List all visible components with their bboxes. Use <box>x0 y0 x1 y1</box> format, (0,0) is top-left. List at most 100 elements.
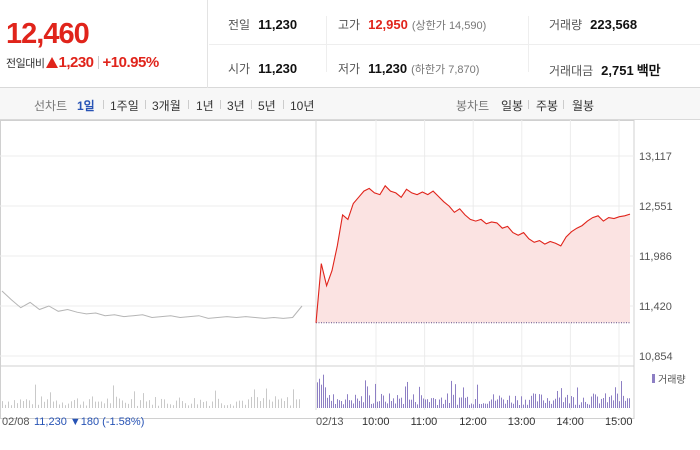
volume-legend-label: 거래량 <box>658 374 686 386</box>
today-volume-bar <box>575 404 576 408</box>
today-volume-bar <box>479 403 480 408</box>
prev-volume-bar <box>188 405 189 408</box>
prev-volume-bar <box>251 396 252 408</box>
volume-bars <box>2 374 630 408</box>
prev-volume-bar <box>224 405 225 408</box>
today-volume-bar <box>363 402 364 408</box>
today-volume-bar <box>533 393 534 408</box>
prev-volume-bar <box>35 384 36 408</box>
prev-volume-bar <box>242 400 243 408</box>
prev-volume-bar <box>266 388 267 408</box>
tab-5y[interactable]: 5년 <box>258 99 276 113</box>
x-tick-label: 10:00 <box>362 416 390 428</box>
prev-volume-bar <box>89 399 90 408</box>
stat-high: 고가 12,950 (상한가 14,590) <box>338 17 487 32</box>
today-volume-bar <box>397 395 398 408</box>
today-volume-bar <box>461 397 462 408</box>
today-volume-bar <box>429 402 430 408</box>
tab-3y[interactable]: 3년 <box>227 99 245 113</box>
prev-volume-bar <box>284 400 285 408</box>
stat-amount: 거래대금 2,751 백만 <box>549 63 661 78</box>
today-volume-bar <box>491 399 492 408</box>
today-volume-bar <box>471 403 472 408</box>
prev-volume-bar <box>98 401 99 408</box>
prev-volume-bar <box>53 401 54 408</box>
today-volume-bar <box>499 395 500 408</box>
prev-volume-bar <box>152 404 153 408</box>
today-volume-bar <box>451 380 452 408</box>
today-volume-bar <box>607 402 608 408</box>
prev-volume-bar <box>233 405 234 408</box>
prev-volume-bar <box>170 404 171 408</box>
today-volume-bar <box>555 398 556 408</box>
prev-volume-bar <box>8 401 9 408</box>
today-volume-bar <box>403 403 404 408</box>
tab-10y[interactable]: 10년 <box>290 99 315 113</box>
today-volume-bar <box>407 381 408 408</box>
today-volume-bar <box>419 386 420 408</box>
prev-volume-bar <box>149 400 150 408</box>
today-volume-bar <box>615 387 616 408</box>
y-tick-label: 11,420 <box>639 301 672 313</box>
prev-volume-bar <box>212 401 213 408</box>
prev-volume-bar <box>137 405 138 408</box>
tab-1d[interactable]: 1일 <box>77 99 95 113</box>
x-tick-label: 14:00 <box>556 416 584 428</box>
change-label: 전일대비 <box>6 58 45 70</box>
today-volume-bar <box>395 403 396 408</box>
prev-volume-bar <box>32 404 33 408</box>
prev-volume-bar <box>155 397 156 408</box>
today-volume-bar <box>399 398 400 408</box>
today-volume-bar <box>569 403 570 408</box>
divider <box>209 44 700 45</box>
today-volume-bar <box>445 399 446 408</box>
today-volume-bar <box>553 400 554 408</box>
tab-weekly[interactable]: 주봉 <box>536 99 559 113</box>
today-volume-bar <box>563 402 564 408</box>
prev-volume-bar <box>17 403 18 408</box>
today-volume-bar <box>441 397 442 408</box>
prev-volume-bar <box>236 401 237 408</box>
today-volume-bar <box>345 399 346 408</box>
prev-volume-bar <box>14 400 15 408</box>
today-volume-bar <box>335 403 336 408</box>
prev-volume-bar <box>203 401 204 408</box>
prev-volume-bar <box>173 405 174 408</box>
divider <box>220 100 221 109</box>
divider <box>251 100 252 109</box>
today-date-label: 02/13 <box>316 416 344 428</box>
tab-1y[interactable]: 1년 <box>196 99 214 113</box>
current-price: 12,460 <box>6 18 90 50</box>
today-volume-bar <box>621 381 622 408</box>
today-volume-bar <box>317 382 318 408</box>
prev-volume-bar <box>158 405 159 408</box>
prev-volume-bar <box>221 403 222 408</box>
x-tick-label: 15:00 <box>605 416 633 428</box>
tab-1w[interactable]: 1주일 <box>110 99 139 113</box>
tab-3m[interactable]: 3개월 <box>152 99 181 113</box>
today-volume-bar <box>371 403 372 408</box>
today-volume-bar <box>613 400 614 408</box>
today-volume-bar <box>593 393 594 408</box>
prev-volume-bar <box>122 400 123 408</box>
today-volume-bar <box>401 397 402 408</box>
today-volume-bar <box>591 396 592 408</box>
prev-volume-bar <box>113 385 114 408</box>
prev-volume-bar <box>185 403 186 408</box>
prev-day-line <box>1 290 303 319</box>
today-volume-bar <box>527 404 528 408</box>
today-volume-bar <box>601 398 602 408</box>
today-volume-bar <box>561 388 562 408</box>
today-volume-bar <box>325 387 326 408</box>
prev-volume-bar <box>296 399 297 408</box>
today-volume-bar <box>489 401 490 408</box>
today-volume-bar <box>619 401 620 408</box>
today-volume-bar <box>625 400 626 408</box>
prev-volume-bar <box>161 398 162 408</box>
tab-monthly[interactable]: 월봉 <box>572 99 595 113</box>
prev-volume-bar <box>179 397 180 408</box>
prev-volume-bar <box>194 398 195 408</box>
tab-daily[interactable]: 일봉 <box>501 99 524 113</box>
prev-volume-bar <box>65 405 66 408</box>
today-volume-bar <box>583 397 584 408</box>
